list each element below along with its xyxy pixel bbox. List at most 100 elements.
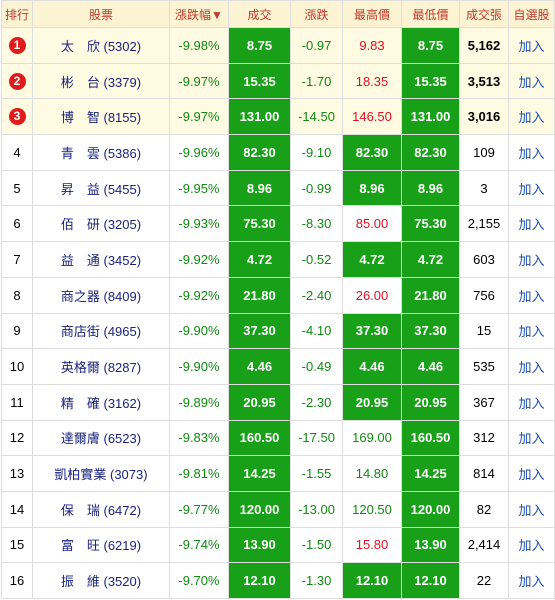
change: -1.70 [301, 73, 332, 89]
stock-name-cell: 精 確 (3162) [32, 383, 170, 421]
low-price: 82.30 [414, 144, 447, 160]
add-button-cell: 加入 [508, 62, 555, 100]
stock-name[interactable]: 博 智 (8155) [60, 110, 142, 126]
stock-name[interactable]: 振 維 (3520) [60, 574, 142, 590]
stock-name[interactable]: 凱柏實業 (3073) [54, 467, 148, 483]
add-button[interactable]: 加入 [518, 538, 545, 554]
add-button[interactable]: 加入 [518, 395, 545, 411]
low-price-cell: 82.30 [401, 134, 460, 171]
high-price: 37.30 [355, 323, 389, 339]
rank: 16 [9, 573, 25, 589]
add-button-cell: 加入 [508, 526, 555, 564]
change-percent: -9.90% [178, 359, 220, 375]
rank: 15 [9, 537, 25, 553]
add-button[interactable]: 加入 [518, 145, 545, 161]
low-price-cell: 13.90 [401, 526, 460, 564]
high-price-cell: 4.46 [342, 348, 402, 385]
rank-cell: 14 [1, 490, 33, 528]
add-button[interactable]: 加入 [518, 110, 545, 126]
change-percent-cell: -9.96% [169, 134, 229, 171]
stock-name-cell: 太 欣 (5302) [32, 27, 170, 64]
add-button[interactable]: 加入 [518, 431, 545, 447]
close-price: 4.46 [246, 359, 273, 375]
low-price: 13.90 [414, 537, 447, 553]
low-price-cell: 4.46 [401, 348, 460, 385]
stock-name[interactable]: 商店街 (4965) [60, 324, 142, 340]
rank-badge: 2 [8, 72, 26, 90]
stock-name[interactable]: 昇 益 (5455) [60, 181, 142, 197]
high-price-cell: 8.96 [342, 169, 402, 207]
change: -17.50 [298, 430, 335, 446]
low-price-cell: 8.96 [401, 169, 460, 207]
rank: 13 [9, 466, 25, 482]
add-button[interactable]: 加入 [518, 38, 545, 54]
close-price: 21.80 [243, 287, 276, 303]
stock-name[interactable]: 佰 研 (3205) [60, 217, 142, 233]
low-price: 120.00 [410, 501, 451, 517]
change-percent: -9.74% [178, 537, 220, 553]
change-cell: -13.00 [290, 490, 343, 528]
close-price-cell: 21.80 [228, 276, 291, 314]
stock-name[interactable]: 英格爾 (8287) [60, 360, 142, 376]
volume: 82 [476, 501, 492, 517]
table-row: 2 彬 台 (3379) -9.97% 15.35 -1.70 18.35 15.35 3,5… [1, 62, 555, 100]
add-button[interactable]: 加入 [518, 324, 545, 340]
rank: 9 [13, 323, 21, 339]
add-button[interactable]: 加入 [518, 252, 545, 268]
table-row: 10 英格爾 (8287) -9.90% 4.46 -0.49 4.46 4.46 535 加入 [1, 348, 555, 385]
high-price: 82.30 [355, 144, 389, 160]
add-button[interactable]: 加入 [518, 74, 545, 90]
stock-name[interactable]: 彬 台 (3379) [60, 74, 142, 90]
change-percent-cell: -9.98% [169, 27, 229, 64]
add-button-cell: 加入 [508, 169, 555, 207]
close-price: 8.96 [246, 180, 273, 196]
change: -9.10 [301, 144, 332, 160]
change-percent: -9.93% [178, 216, 220, 232]
add-button-cell: 加入 [508, 276, 555, 314]
add-button[interactable]: 加入 [518, 360, 545, 376]
stock-name[interactable]: 太 欣 (5302) [60, 38, 142, 54]
change-percent: -9.97% [178, 109, 220, 125]
high-price: 12.10 [355, 573, 389, 589]
close-price-cell: 12.10 [228, 562, 291, 599]
rank-cell: 1 [1, 27, 33, 64]
rank: 4 [13, 144, 21, 160]
stock-name[interactable]: 益 通 (3452) [60, 252, 142, 268]
rank-cell: 2 [1, 62, 33, 100]
close-price: 12.10 [243, 573, 276, 589]
low-price: 12.10 [414, 573, 447, 589]
add-button[interactable]: 加入 [518, 217, 545, 233]
add-button[interactable]: 加入 [518, 502, 545, 518]
stock-name[interactable]: 商之器 (8409) [60, 288, 142, 304]
stock-name[interactable]: 富 旺 (6219) [60, 538, 142, 554]
stock-name-cell: 商店街 (4965) [32, 312, 170, 350]
change-percent: -9.81% [178, 466, 220, 482]
stock-name[interactable]: 保 瑞 (6472) [60, 502, 142, 518]
volume: 535 [473, 359, 495, 375]
low-price-cell: 20.95 [401, 383, 460, 421]
rank-cell: 5 [1, 169, 33, 207]
add-button[interactable]: 加入 [518, 467, 545, 483]
stock-name[interactable]: 精 確 (3162) [60, 395, 142, 411]
rank-badge: 3 [8, 108, 26, 126]
stock-name[interactable]: 達爾膚 (6523) [60, 431, 142, 447]
high-price-cell: 18.35 [342, 62, 402, 100]
stock-name-cell: 昇 益 (5455) [32, 169, 170, 207]
high-price: 146.50 [352, 109, 392, 125]
low-price: 160.50 [410, 430, 451, 446]
stock-name[interactable]: 青 雲 (5386) [60, 145, 142, 161]
high-price: 26.00 [355, 287, 389, 303]
close-price: 75.30 [243, 216, 276, 232]
high-price-cell: 15.80 [342, 526, 402, 564]
change-percent: -9.96% [178, 144, 220, 160]
add-button[interactable]: 加入 [518, 181, 545, 197]
change-percent-cell: -9.81% [169, 455, 229, 492]
stock-name-cell: 益 通 (3452) [32, 241, 170, 278]
table-row: 7 益 通 (3452) -9.92% 4.72 -0.52 4.72 4.72 603 加入 [1, 241, 555, 278]
close-price: 82.30 [243, 144, 276, 160]
rank: 6 [13, 216, 21, 232]
close-price: 37.30 [243, 323, 276, 339]
add-button[interactable]: 加入 [518, 288, 545, 304]
change-percent-cell: -9.92% [169, 276, 229, 314]
add-button[interactable]: 加入 [518, 574, 545, 590]
